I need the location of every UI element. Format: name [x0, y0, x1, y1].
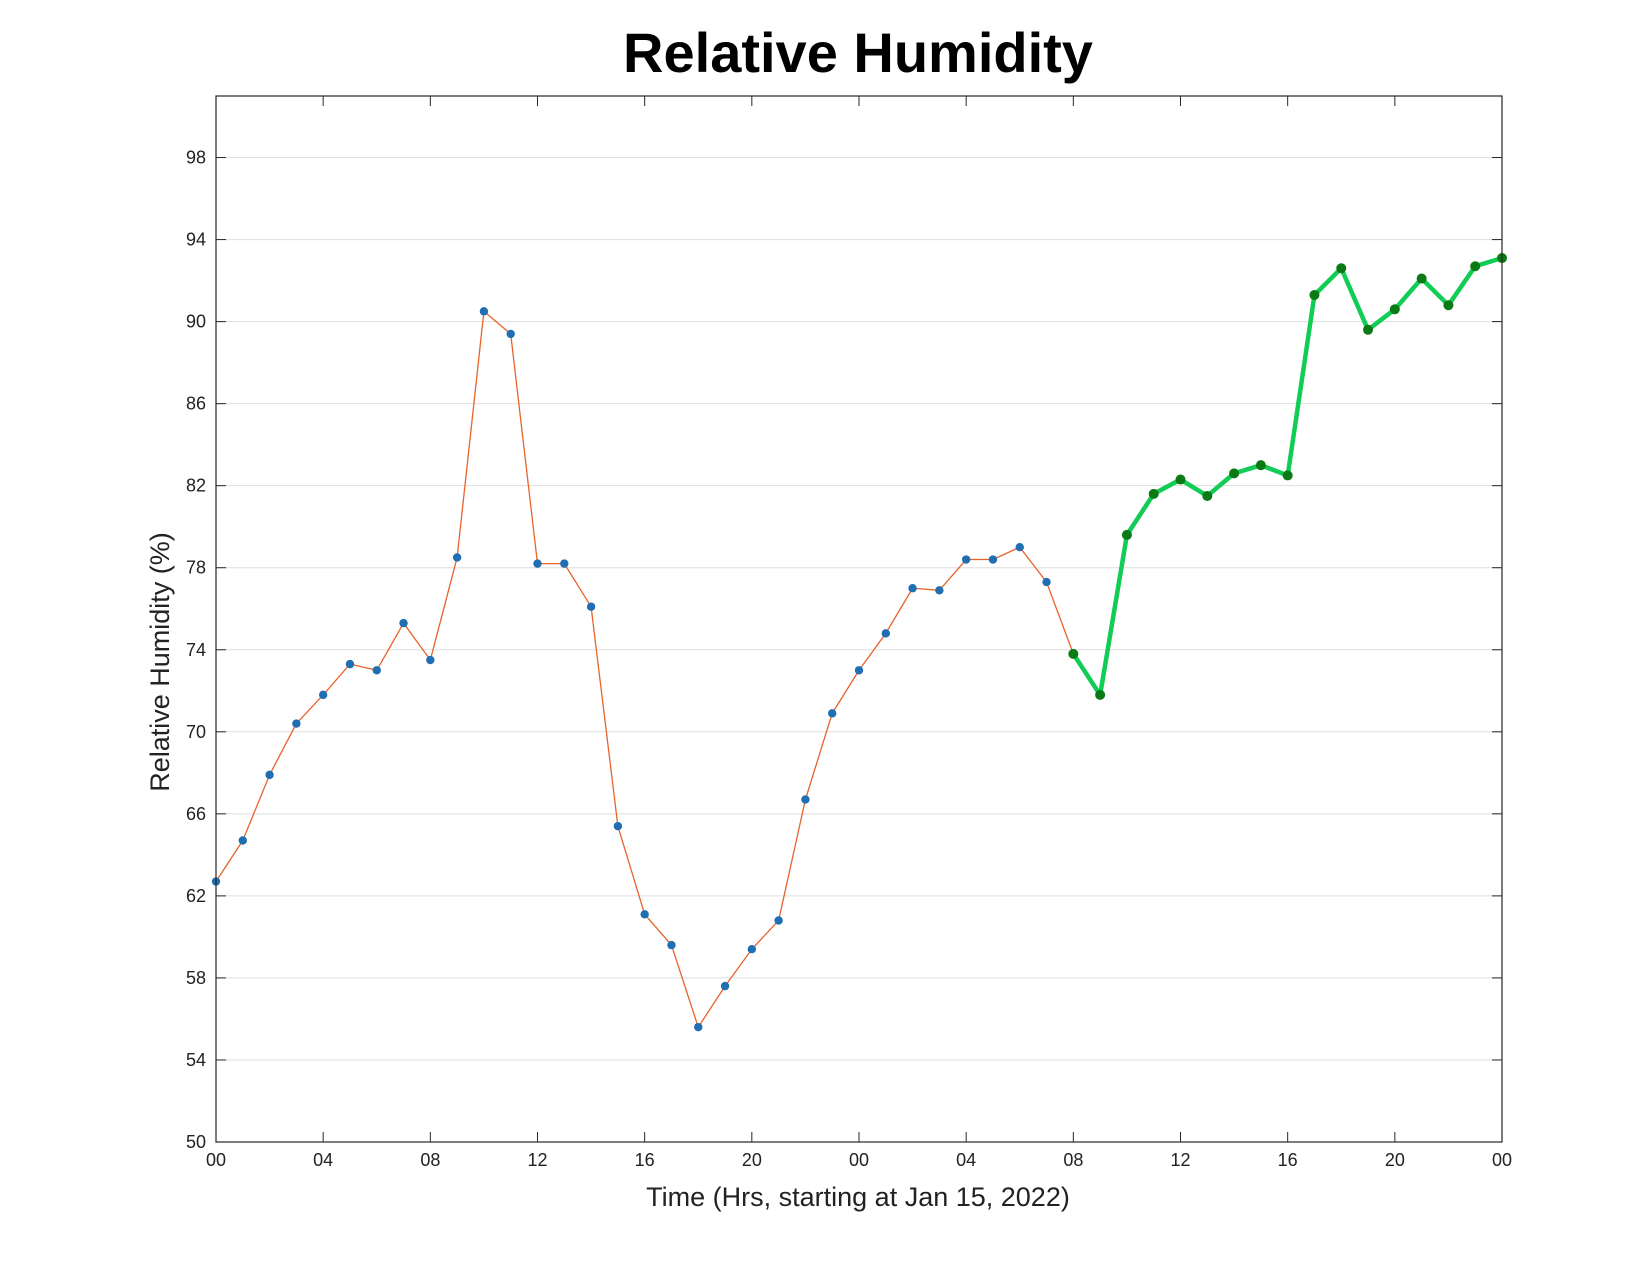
x-tick-label: 20 — [742, 1150, 762, 1170]
series-layer — [211, 253, 1507, 1032]
x-tick-label: 16 — [635, 1150, 655, 1170]
x-tick-label: 12 — [1170, 1150, 1190, 1170]
data-point — [828, 709, 837, 718]
data-point — [560, 559, 569, 568]
data-point — [1389, 304, 1400, 315]
data-point — [881, 629, 890, 638]
data-point — [1121, 529, 1132, 540]
data-point — [1282, 470, 1293, 481]
chart-title: Relative Humidity — [623, 21, 1093, 84]
x-axis-label: Time (Hrs, starting at Jan 15, 2022) — [646, 1182, 1070, 1212]
x-tick-label: 00 — [1492, 1150, 1512, 1170]
y-tick-label: 98 — [186, 148, 206, 168]
axis-ticks: 50 54 58 62 66 70 74 78 82 86 90 94 98 00 04 08 12 16 20 00… — [186, 96, 1512, 1170]
y-tick-label: 90 — [186, 312, 206, 332]
data-point — [372, 666, 381, 675]
data-point — [1336, 263, 1347, 274]
series-1-line — [215, 310, 1074, 1028]
series-1 — [211, 307, 1078, 1032]
data-point — [452, 553, 462, 562]
data-point — [988, 555, 998, 564]
data-point — [613, 821, 623, 831]
y-tick-label: 74 — [186, 640, 206, 660]
y-tick-label: 78 — [186, 558, 206, 578]
data-point — [935, 586, 944, 595]
x-tick-label: 12 — [527, 1150, 547, 1170]
x-tick-label: 08 — [1063, 1150, 1083, 1170]
data-point — [533, 559, 542, 568]
data-point — [1309, 289, 1320, 300]
data-point — [694, 1022, 703, 1032]
data-point — [1443, 300, 1454, 311]
data-point — [586, 602, 596, 611]
plot-frame — [215, 95, 1503, 1143]
data-point — [1255, 460, 1266, 471]
data-point — [908, 584, 917, 593]
data-point — [1202, 490, 1213, 501]
data-point — [1148, 488, 1159, 499]
data-point — [774, 916, 783, 925]
data-point — [1175, 474, 1186, 485]
data-point — [345, 659, 355, 669]
y-tick-label: 82 — [186, 476, 206, 496]
data-point — [1015, 543, 1024, 552]
data-point — [318, 690, 328, 700]
x-tick-label: 00 — [206, 1150, 226, 1170]
x-tick-label: 16 — [1278, 1150, 1298, 1170]
data-point — [265, 770, 274, 780]
data-point — [292, 719, 301, 728]
data-point — [640, 910, 649, 919]
data-point — [426, 655, 435, 665]
data-point — [238, 836, 247, 845]
x-tick-label: 04 — [313, 1150, 333, 1170]
data-point — [801, 795, 810, 804]
data-point — [854, 666, 864, 675]
x-tick-label: 20 — [1385, 1150, 1405, 1170]
data-point — [1470, 261, 1481, 272]
data-point — [1229, 468, 1240, 479]
x-tick-label: 04 — [956, 1150, 976, 1170]
y-tick-label: 66 — [186, 804, 206, 824]
data-point — [667, 940, 676, 950]
x-tick-label: 00 — [849, 1150, 869, 1170]
series-2 — [1068, 253, 1507, 700]
data-point — [479, 307, 489, 316]
y-axis-label: Relative Humidity (%) — [145, 532, 175, 792]
gridlines — [216, 157, 1502, 1061]
data-point — [1416, 273, 1427, 284]
y-tick-label: 62 — [186, 886, 206, 906]
data-point — [1095, 689, 1106, 700]
y-tick-label: 70 — [186, 722, 206, 742]
y-tick-label: 58 — [186, 968, 206, 988]
data-point — [720, 981, 730, 991]
y-tick-label: 86 — [186, 394, 206, 414]
y-tick-label: 54 — [186, 1050, 206, 1070]
data-point — [1363, 324, 1374, 335]
y-tick-label: 50 — [186, 1132, 206, 1152]
x-tick-label: 08 — [420, 1150, 440, 1170]
data-point — [1042, 577, 1051, 587]
data-point — [747, 945, 757, 954]
data-point — [1068, 648, 1079, 659]
data-point — [506, 329, 515, 339]
y-tick-label: 94 — [186, 230, 206, 250]
data-point — [961, 555, 971, 564]
data-point — [399, 618, 408, 628]
